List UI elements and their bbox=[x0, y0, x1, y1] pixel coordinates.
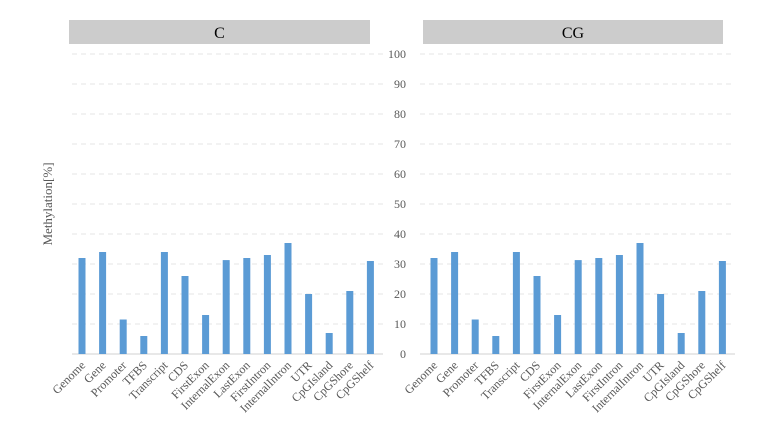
bar-utr bbox=[657, 294, 665, 354]
bar-cpgshelf bbox=[366, 261, 374, 354]
bar-tfbs bbox=[140, 336, 148, 354]
y-tick-label: 30 bbox=[394, 257, 406, 271]
bar-firstintron bbox=[263, 255, 271, 354]
y-tick-label: 80 bbox=[394, 107, 406, 121]
bar-utr bbox=[305, 294, 313, 354]
y-tick-label: 20 bbox=[394, 287, 406, 301]
bar-cpgisland bbox=[677, 333, 685, 354]
bar-internalintron bbox=[284, 243, 292, 354]
bar-transcript bbox=[160, 252, 168, 354]
bar-gene bbox=[99, 252, 107, 354]
y-tick-label: 0 bbox=[400, 347, 406, 361]
bar-cpgshore bbox=[698, 291, 706, 354]
bar-cpgshelf bbox=[718, 261, 726, 354]
bar-transcript bbox=[512, 252, 520, 354]
bar-gene bbox=[451, 252, 459, 354]
bar-genome bbox=[430, 258, 438, 354]
y-tick-label: 70 bbox=[394, 137, 406, 151]
bar-internalexon bbox=[574, 260, 582, 354]
bar-cds bbox=[533, 276, 541, 354]
y-axis-label: Methylation[%] bbox=[40, 162, 55, 245]
y-tick-label: 90 bbox=[394, 77, 406, 91]
panel-title: CG bbox=[562, 25, 585, 42]
y-tick-label: 60 bbox=[394, 167, 406, 181]
y-tick-label: 10 bbox=[394, 317, 406, 331]
bar-firstexon bbox=[202, 315, 210, 354]
y-tick-label: 50 bbox=[394, 197, 406, 211]
bar-tfbs bbox=[492, 336, 500, 354]
bar-firstexon bbox=[554, 315, 562, 354]
bar-cds bbox=[181, 276, 189, 354]
y-tick-label: 40 bbox=[394, 227, 406, 241]
bar-promoter bbox=[471, 319, 479, 354]
bar-cpgisland bbox=[325, 333, 333, 354]
panel-header bbox=[423, 20, 723, 44]
bar-internalexon bbox=[222, 260, 230, 354]
y-tick-label: 100 bbox=[388, 47, 406, 61]
bar-promoter bbox=[119, 319, 127, 354]
bar-genome bbox=[78, 258, 86, 354]
bar-lastexon bbox=[243, 258, 251, 354]
bar-firstintron bbox=[615, 255, 623, 354]
panel-title: C bbox=[214, 25, 225, 42]
bar-internalintron bbox=[636, 243, 644, 354]
bar-cpgshore bbox=[346, 291, 354, 354]
panel-header bbox=[69, 20, 370, 44]
bar-lastexon bbox=[595, 258, 603, 354]
